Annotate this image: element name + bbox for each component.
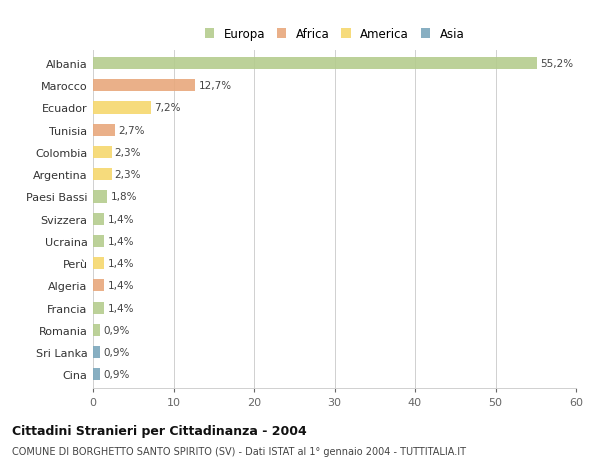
Bar — [93, 168, 112, 181]
Text: COMUNE DI BORGHETTO SANTO SPIRITO (SV) - Dati ISTAT al 1° gennaio 2004 - TUTTITA: COMUNE DI BORGHETTO SANTO SPIRITO (SV) -… — [12, 446, 466, 456]
Bar — [93, 80, 195, 92]
Bar — [93, 257, 104, 270]
Text: 2,3%: 2,3% — [115, 170, 141, 180]
Text: 0,9%: 0,9% — [103, 347, 130, 358]
Bar — [93, 124, 115, 136]
Bar — [93, 346, 100, 358]
Text: 2,7%: 2,7% — [118, 125, 145, 135]
Text: 1,4%: 1,4% — [107, 258, 134, 269]
Text: 1,4%: 1,4% — [107, 214, 134, 224]
Text: 2,3%: 2,3% — [115, 148, 141, 157]
Bar — [93, 235, 104, 247]
Bar — [93, 369, 100, 381]
Bar — [93, 302, 104, 314]
Text: Cittadini Stranieri per Cittadinanza - 2004: Cittadini Stranieri per Cittadinanza - 2… — [12, 425, 307, 437]
Text: 1,4%: 1,4% — [107, 236, 134, 246]
Text: 0,9%: 0,9% — [103, 325, 130, 335]
Text: 7,2%: 7,2% — [154, 103, 181, 113]
Text: 55,2%: 55,2% — [541, 59, 574, 69]
Bar — [93, 146, 112, 159]
Text: 12,7%: 12,7% — [199, 81, 232, 91]
Text: 0,9%: 0,9% — [103, 369, 130, 380]
Bar — [93, 280, 104, 292]
Bar — [93, 324, 100, 336]
Bar — [93, 191, 107, 203]
Text: 1,4%: 1,4% — [107, 303, 134, 313]
Text: 1,8%: 1,8% — [111, 192, 137, 202]
Bar — [93, 102, 151, 114]
Text: 1,4%: 1,4% — [107, 281, 134, 291]
Legend: Europa, Africa, America, Asia: Europa, Africa, America, Asia — [202, 26, 467, 44]
Bar — [93, 58, 538, 70]
Bar — [93, 213, 104, 225]
